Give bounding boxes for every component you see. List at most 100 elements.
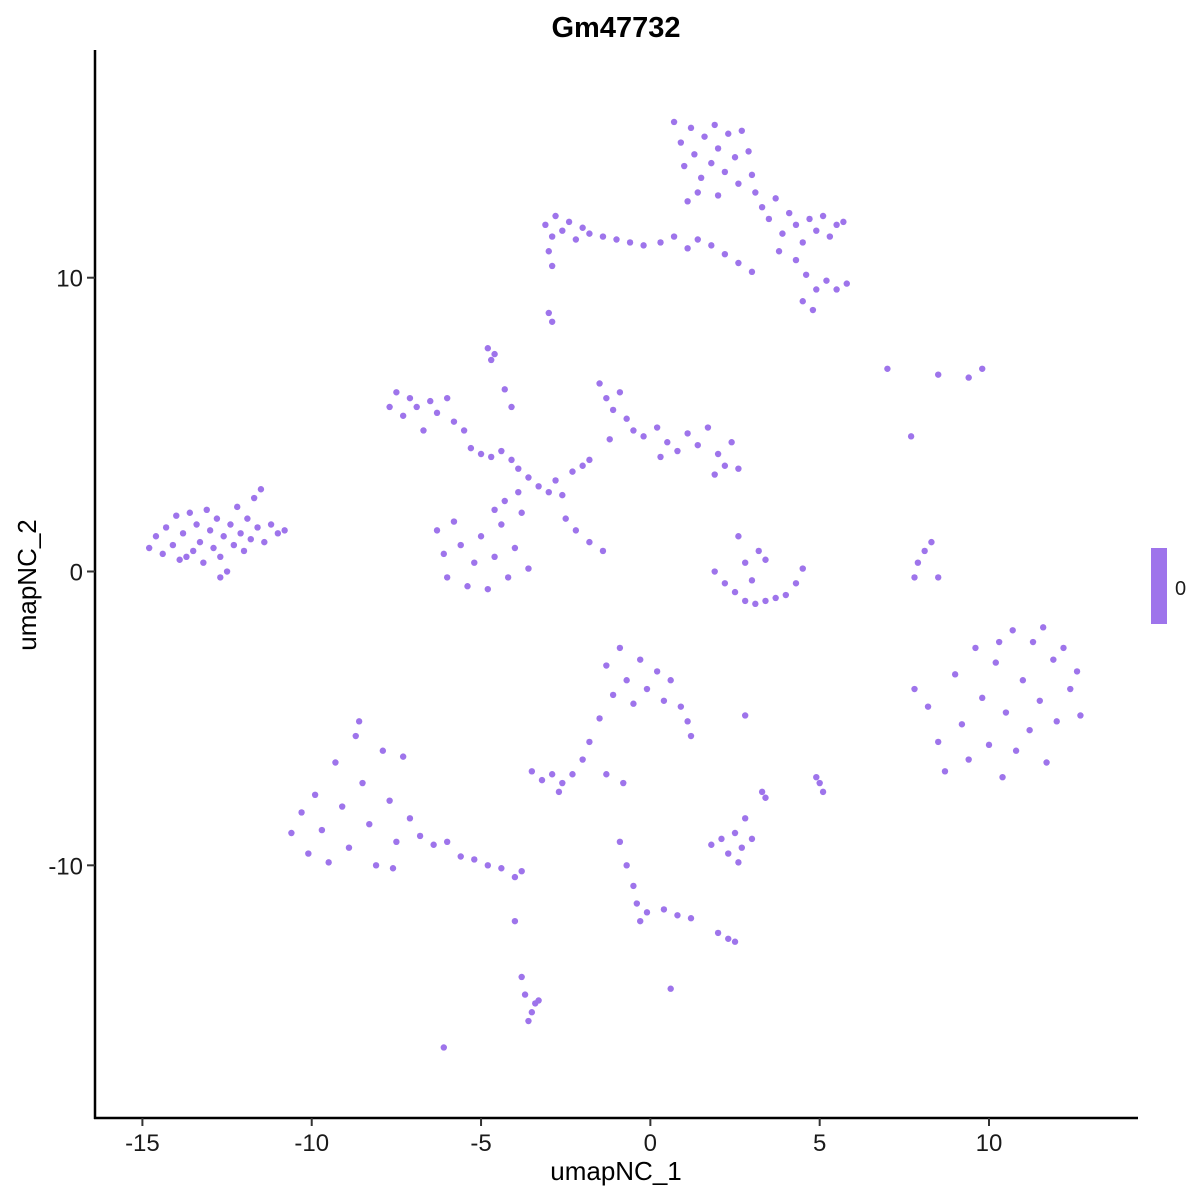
data-point — [786, 209, 793, 217]
data-point — [623, 677, 630, 684]
data-point — [1036, 697, 1043, 704]
data-point — [145, 544, 153, 552]
data-point — [603, 771, 610, 778]
data-point — [548, 262, 556, 270]
data-point — [305, 850, 312, 857]
data-point — [311, 791, 319, 799]
data-point — [1039, 624, 1047, 631]
data-point — [484, 585, 492, 593]
data-point — [244, 515, 251, 522]
data-point — [630, 427, 637, 434]
data-point — [603, 662, 610, 669]
data-point — [735, 259, 742, 267]
data-point — [193, 521, 200, 528]
data-point — [623, 862, 630, 869]
data-point — [406, 815, 414, 822]
data-point — [501, 497, 508, 505]
data-point — [677, 139, 685, 146]
data-point — [498, 447, 505, 455]
data-point — [443, 574, 451, 581]
data-point — [748, 577, 756, 584]
data-point — [183, 553, 190, 561]
data-point — [819, 788, 827, 796]
data-point — [609, 691, 617, 699]
data-point — [782, 591, 790, 599]
data-point — [559, 227, 566, 234]
data-point — [1053, 718, 1060, 725]
data-point — [579, 462, 586, 469]
data-point — [711, 121, 718, 129]
data-point — [548, 233, 556, 240]
data-point — [508, 403, 515, 411]
y-axis-ticks: -10 0 10 — [48, 266, 95, 880]
data-point — [569, 771, 576, 778]
points-layer — [145, 118, 1084, 1051]
data-point — [1009, 627, 1016, 634]
data-point — [941, 768, 949, 775]
data-point — [748, 171, 756, 179]
data-point — [843, 280, 850, 287]
data-point — [440, 1044, 447, 1051]
data-point — [267, 521, 275, 528]
data-point — [298, 809, 305, 816]
data-point — [227, 521, 234, 528]
data-point — [217, 574, 224, 581]
data-point — [735, 180, 742, 187]
data-point — [924, 703, 932, 710]
data-point — [457, 541, 464, 549]
data-point — [738, 127, 745, 134]
data-point — [748, 268, 756, 276]
data-point — [999, 773, 1006, 781]
data-point — [515, 488, 522, 496]
data-point — [223, 568, 231, 575]
data-point — [186, 509, 194, 516]
data-point — [535, 483, 542, 490]
data-point — [1012, 747, 1020, 754]
data-point — [498, 865, 505, 872]
data-point — [545, 309, 552, 317]
data-point — [521, 991, 529, 998]
data-point — [630, 882, 637, 890]
data-point — [1019, 677, 1027, 684]
data-point — [758, 203, 766, 211]
data-point — [616, 389, 624, 396]
data-point — [406, 394, 414, 402]
y-tick-label: 0 — [70, 560, 83, 587]
data-point — [565, 218, 573, 226]
data-point — [741, 597, 749, 605]
data-point — [518, 973, 525, 981]
data-point — [210, 544, 217, 552]
data-point — [714, 929, 722, 937]
data-point — [1026, 726, 1033, 734]
data-point — [234, 503, 241, 511]
data-point — [440, 550, 447, 558]
data-point — [731, 938, 739, 945]
data-point — [714, 450, 722, 458]
data-point — [620, 779, 627, 787]
data-point — [667, 985, 674, 992]
data-point — [711, 568, 718, 575]
data-point — [501, 386, 508, 393]
data-point — [674, 912, 681, 919]
data-point — [992, 659, 999, 666]
data-point — [339, 803, 346, 810]
data-point — [799, 239, 806, 246]
data-point — [694, 441, 701, 449]
data-point — [477, 533, 485, 540]
data-point — [813, 227, 820, 234]
y-tick-label: 10 — [56, 266, 83, 293]
data-point — [1043, 759, 1050, 766]
data-point — [725, 850, 732, 857]
data-point — [535, 997, 542, 1004]
data-point — [596, 380, 603, 387]
data-point — [802, 271, 810, 278]
data-point — [484, 862, 492, 869]
data-point — [884, 365, 891, 372]
data-point — [725, 130, 732, 137]
data-point — [735, 533, 742, 540]
data-point — [718, 835, 725, 843]
data-point — [562, 515, 569, 522]
data-point — [657, 239, 664, 246]
legend-color-bar — [1151, 548, 1167, 624]
data-point — [721, 250, 729, 258]
